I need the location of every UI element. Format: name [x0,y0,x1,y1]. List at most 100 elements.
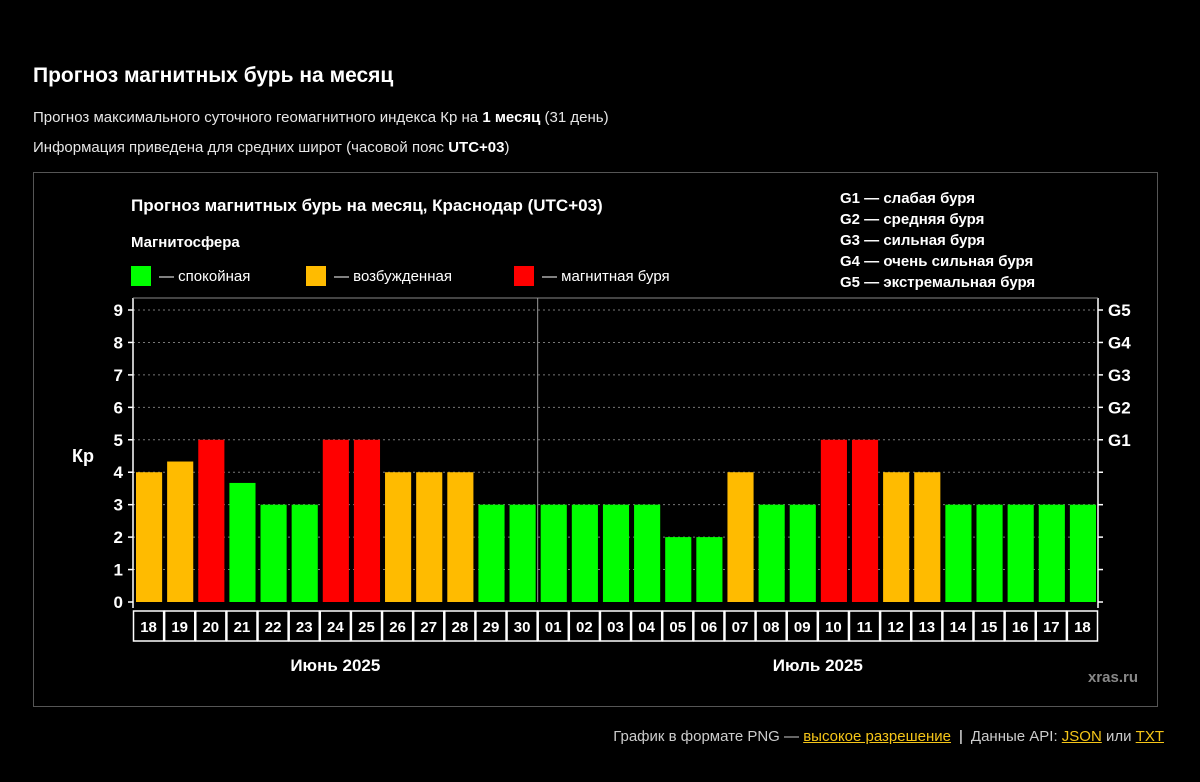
x-tick-label: 05 [669,619,686,636]
y-tick-label: 4 [114,463,124,482]
legend-heading: Магнитосфера [131,234,240,251]
legend-excited: — возбужденная [306,266,452,286]
x-tick-label: 14 [950,619,967,636]
y-tick-label: 5 [114,431,123,450]
x-tick-label: 20 [202,619,219,636]
footer-text: График в формате PNG — [613,728,804,745]
date-box [475,610,507,642]
date-box [879,610,912,642]
bar [416,472,443,602]
bar [789,504,816,602]
month-label: Июнь 2025 [290,656,380,675]
x-tick-label: 16 [1012,619,1029,636]
date-box [1066,610,1099,642]
legend-excited-swatch [306,266,326,286]
footer-or-text: или [1101,728,1136,745]
x-tick-label: 07 [732,619,749,636]
y-tick-label: 3 [114,496,123,515]
date-box [724,610,756,642]
x-tick-label: 17 [1043,619,1060,636]
date-box [319,610,352,642]
chart-frame [33,172,1158,707]
footer-api-text: Данные API: [970,728,1062,745]
date-box [537,610,570,642]
date-box [1004,610,1036,642]
x-tick-label: 11 [857,619,873,636]
date-box [693,610,725,642]
bar [167,461,194,602]
date-box [942,610,974,642]
legend-calm-swatch [131,266,151,286]
date-box [568,610,601,642]
month-label: Июль 2025 [773,656,863,675]
x-tick-label: 09 [794,619,811,636]
date-box [226,610,258,642]
subtitle-timezone: Информация приведена для средних широт (… [33,139,510,156]
bar [696,537,723,602]
date-box [195,610,227,642]
x-tick-label: 12 [887,619,904,636]
bar [1038,504,1065,602]
x-tick-label: 02 [576,619,593,636]
date-box [288,610,321,642]
x-tick-label: 06 [701,619,718,636]
g-scale-label: G5 [1108,301,1131,320]
g-legend-item: G2 — средняя буря [840,211,985,228]
y-axis-label: Кр [72,446,94,466]
bar [727,472,754,602]
x-tick-label: 27 [420,619,437,636]
date-box [506,610,538,642]
x-tick-label: 26 [389,619,406,636]
x-tick-label: 30 [514,619,531,636]
json-link[interactable]: JSON [1061,728,1102,745]
bar [1069,504,1096,602]
subtitle-forecast: Прогноз максимального суточного геомагни… [33,109,609,126]
x-tick-label: 18 [140,619,157,636]
legend-storm-swatch [514,266,534,286]
legend-storm: — магнитная буря [514,266,670,286]
bar [447,472,474,602]
bar [509,504,536,602]
x-tick-label: 18 [1074,619,1091,636]
bar [353,439,381,602]
x-tick-label: 19 [171,619,188,636]
x-tick-label: 21 [234,619,251,636]
bar [914,472,941,602]
bar [478,504,505,602]
g-scale-label: G2 [1108,398,1131,417]
date-box [661,610,694,642]
g-legend-item: G5 — экстремальная буря [840,274,1036,291]
date-box [817,610,850,642]
date-box [1035,610,1068,642]
chart-title: Прогноз магнитных бурь на месяц, Краснод… [131,196,603,215]
footer: График в формате PNG — высокое разрешени… [613,728,1164,745]
date-box [350,610,383,642]
x-tick-label: 23 [296,619,313,636]
y-tick-label: 6 [114,398,123,417]
legend-calm: — спокойная [131,266,250,286]
bar [851,439,879,602]
x-tick-label: 01 [545,619,562,636]
legend-excited-label: — возбужденная [334,267,452,285]
x-tick-label: 22 [265,619,282,636]
x-tick-label: 08 [763,619,780,636]
x-tick-label: 04 [638,619,655,636]
bar [820,439,847,602]
date-box [973,610,1005,642]
legend-storm-label: — магнитная буря [542,267,670,285]
x-tick-label: 24 [327,619,344,636]
date-box [599,610,632,642]
date-box [848,610,881,642]
bar [291,504,318,602]
bar [260,504,287,602]
footer-separator: | [959,728,963,745]
date-box [786,610,819,642]
bar [758,504,785,602]
y-tick-label: 7 [114,366,123,385]
hires-link[interactable]: высокое разрешение [803,728,951,745]
g-legend-item: G4 — очень сильная буря [840,253,1034,270]
txt-link[interactable]: TXT [1135,728,1164,745]
date-box [412,610,445,642]
y-tick-label: 0 [114,593,123,612]
bar [883,472,910,602]
